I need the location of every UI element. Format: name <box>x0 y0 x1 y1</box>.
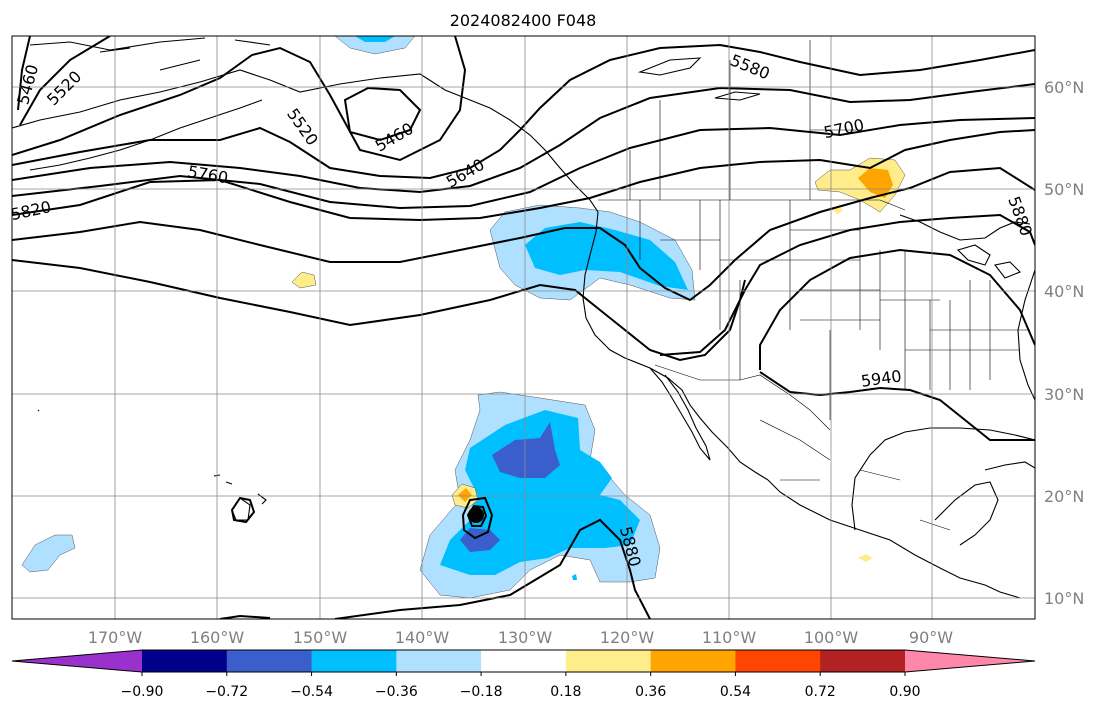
graticule <box>12 36 1035 619</box>
coastlines <box>12 37 1035 599</box>
shade-hurricane-warm-core <box>458 488 472 502</box>
hawaii-island <box>231 497 251 521</box>
hawaii-west-dot <box>37 409 40 412</box>
lat-label: 60°N <box>1044 78 1084 97</box>
contour-south-left <box>219 614 271 619</box>
colorbar-extend-max <box>905 650 1035 672</box>
colorbar-tick-label: −0.72 <box>205 684 248 700</box>
contour-5520-gulf <box>12 36 467 162</box>
lat-label: 40°N <box>1044 282 1084 301</box>
contour-hurricane-inner <box>466 504 488 527</box>
colorbar-segment <box>820 650 906 672</box>
colorbar: −0.90 −0.72 −0.54 −0.36 −0.18 0.18 0.36 0.54 0.7… <box>11 649 1036 700</box>
alaska-coast <box>12 69 599 213</box>
gulf-coast <box>851 427 1035 531</box>
map-frame <box>11 35 1036 620</box>
lat-label: 20°N <box>1044 487 1084 506</box>
contour-5880-north <box>12 259 746 362</box>
lat-label: 10°N <box>1044 589 1084 608</box>
latitude-axis: 60°N 50°N 40°N 30°N 20°N 10°N <box>1044 78 1084 608</box>
longitude-axis: 170°W 160°W 150°W 140°W 130°W 120°W 110°… <box>88 628 953 647</box>
colorbar-segment <box>396 650 482 672</box>
colorbar-tick-label: 0.36 <box>635 684 666 700</box>
colorbar-segment <box>735 650 821 672</box>
contour-5460-low <box>343 86 422 142</box>
mexico-pacific-coast <box>767 479 1021 599</box>
shade-east-pacific-core <box>492 422 560 478</box>
lon-label: 130°W <box>498 628 553 647</box>
contour-5640 <box>12 83 1035 194</box>
map-panel: 5460 5520 5520 5460 5580 5640 5700 5760 … <box>9 35 1036 620</box>
yucatan <box>934 481 999 546</box>
contour-label: 5520 <box>43 67 85 109</box>
shade-pacific-small <box>572 574 577 580</box>
contour-5580 <box>12 43 1035 180</box>
contour-label: 5460 <box>13 62 42 106</box>
contour-label: 5940 <box>860 366 903 390</box>
map-title: 2024082400 F048 <box>450 11 597 30</box>
shade-gulf-alaska-core <box>355 36 395 42</box>
us-mexico-border <box>654 364 831 431</box>
contour-label: 5460 <box>372 119 417 156</box>
contour-5880-east <box>659 213 1035 356</box>
contour-label: 5700 <box>822 115 866 142</box>
colorbar-tick-label: −0.54 <box>290 684 333 700</box>
colorbar-segment <box>142 650 228 672</box>
great-lakes <box>956 244 1021 279</box>
lon-label: 120°W <box>600 628 655 647</box>
lat-label: 30°N <box>1044 385 1084 404</box>
shade-great-lakes-warm-core <box>858 168 893 198</box>
shade-mexico-warm <box>858 554 873 562</box>
lon-label: 150°W <box>293 628 348 647</box>
colorbar-segment <box>565 650 652 672</box>
contour-5940 <box>759 248 1035 441</box>
colorbar-tick-label: −0.36 <box>375 684 418 700</box>
lon-label: 140°W <box>395 628 450 647</box>
colorbar-tick-label: 0.90 <box>889 684 920 700</box>
hurricane-center-marker <box>468 507 484 523</box>
contour-hurricane-outer <box>461 496 494 540</box>
contour-label: 5580 <box>728 50 773 83</box>
colorbar-extend-min <box>12 650 142 672</box>
height-contours <box>12 36 1035 619</box>
contour-5520-west <box>19 36 111 126</box>
lon-label: 110°W <box>702 628 757 647</box>
lon-label: 170°W <box>88 628 143 647</box>
contour-5760 <box>12 129 1035 222</box>
arctic-islands <box>637 57 761 101</box>
shade-gulf-alaska <box>334 36 416 55</box>
colorbar-tick-label: 0.72 <box>805 684 836 700</box>
hudson-bay <box>899 214 1031 241</box>
us-east-coast <box>1017 269 1035 401</box>
contour-5880-south <box>334 518 651 619</box>
anomaly-shading <box>21 36 906 599</box>
lat-label: 50°N <box>1044 180 1084 199</box>
political-borders <box>598 40 1030 531</box>
colorbar-segment <box>226 650 313 672</box>
contour-hawaii-high <box>230 496 256 524</box>
colorbar-tick-label: −0.90 <box>121 684 164 700</box>
shade-hawaii-west <box>21 534 76 573</box>
colorbar-tick-label: 0.18 <box>550 684 581 700</box>
contour-label: 5820 <box>9 197 53 224</box>
colorbar-tick-label: −0.18 <box>460 684 503 700</box>
cuba <box>984 461 1035 471</box>
mexico-states <box>759 419 951 531</box>
colorbar-segment <box>311 650 397 672</box>
contour-5820 <box>12 166 1035 302</box>
colorbar-segment <box>481 650 567 672</box>
shade-hawaii-north <box>291 271 317 289</box>
canada-provinces <box>629 60 860 200</box>
colorbar-segment <box>650 650 736 672</box>
aleutian-chain <box>29 99 263 171</box>
contour-5460-west <box>17 36 31 111</box>
colorbar-tick-label: 0.54 <box>720 684 751 700</box>
lon-label: 90°W <box>909 628 953 647</box>
lon-label: 100°W <box>804 628 859 647</box>
baja-peninsula <box>649 367 711 461</box>
lon-label: 160°W <box>190 628 245 647</box>
contour-label: 5880 <box>1004 194 1036 239</box>
state-lines <box>639 200 1030 420</box>
